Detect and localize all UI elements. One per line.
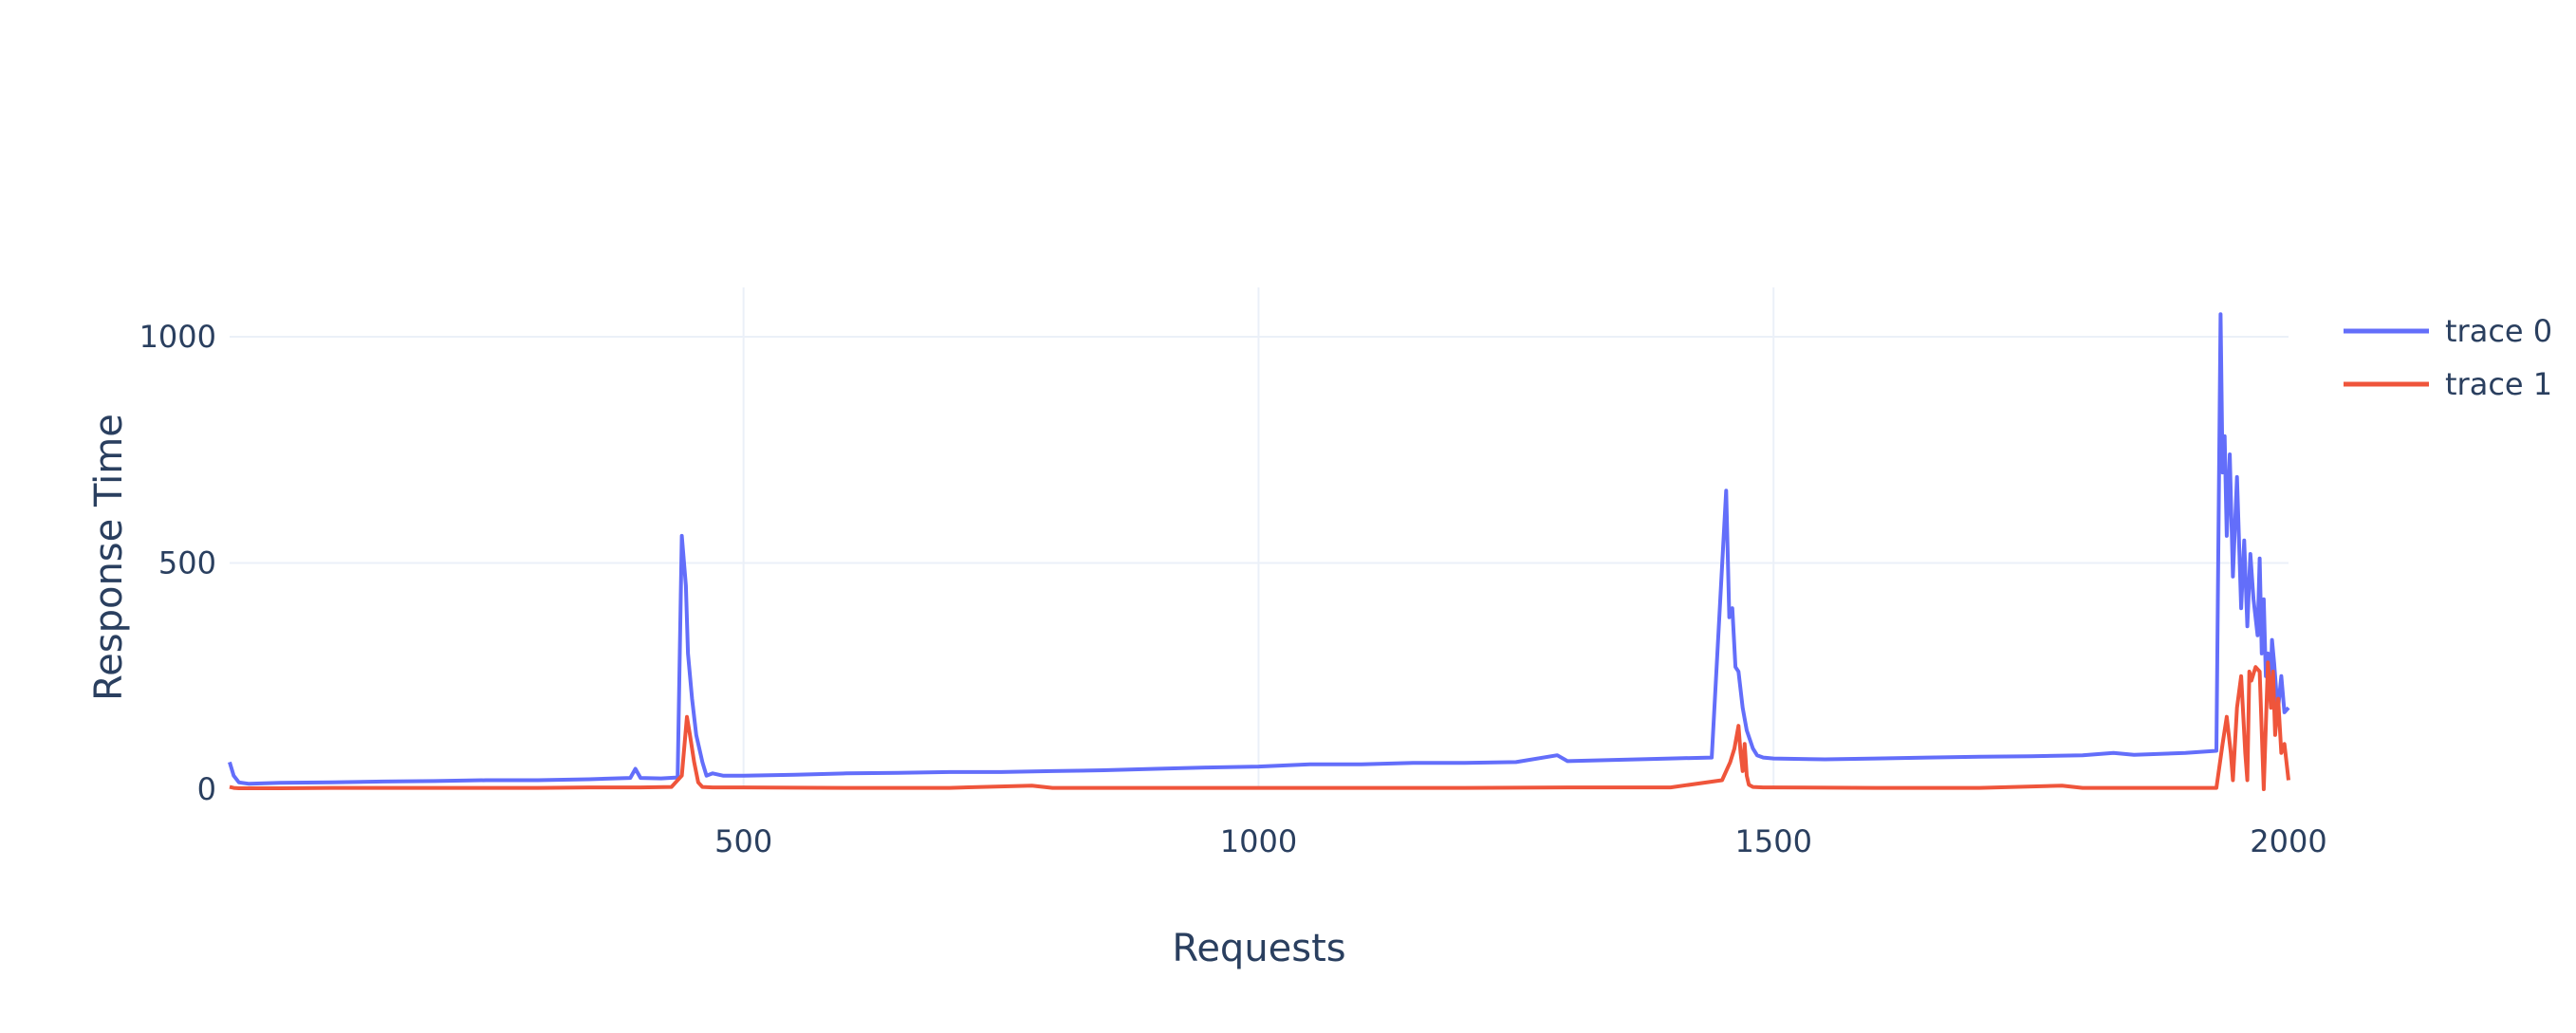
legend-label: trace 1	[2445, 366, 2552, 402]
legend[interactable]: trace 0 trace 1	[2344, 313, 2552, 402]
y-axis-title: Response Time	[87, 414, 131, 701]
legend-item[interactable]: trace 1	[2344, 366, 2552, 402]
y-tick-label: 500	[158, 545, 216, 581]
y-tick-label: 0	[197, 771, 216, 807]
x-tick-label: 500	[714, 823, 772, 859]
legend-item[interactable]: trace 0	[2344, 313, 2552, 349]
series-line-1	[229, 660, 2290, 791]
y-axis-ticks: 0 500 1000	[139, 319, 216, 807]
series-lines	[228, 312, 2290, 791]
series-line-0	[228, 312, 2290, 786]
x-axis-ticks: 500 1000 1500 2000	[714, 823, 2327, 859]
x-tick-label: 1500	[1735, 823, 1812, 859]
y-tick-label: 1000	[139, 319, 216, 355]
x-axis-title: Requests	[1172, 927, 1345, 970]
gridlines	[230, 287, 2289, 789]
legend-label: trace 0	[2445, 313, 2552, 349]
x-tick-label: 1000	[1220, 823, 1297, 859]
x-tick-label: 2000	[2250, 823, 2326, 859]
